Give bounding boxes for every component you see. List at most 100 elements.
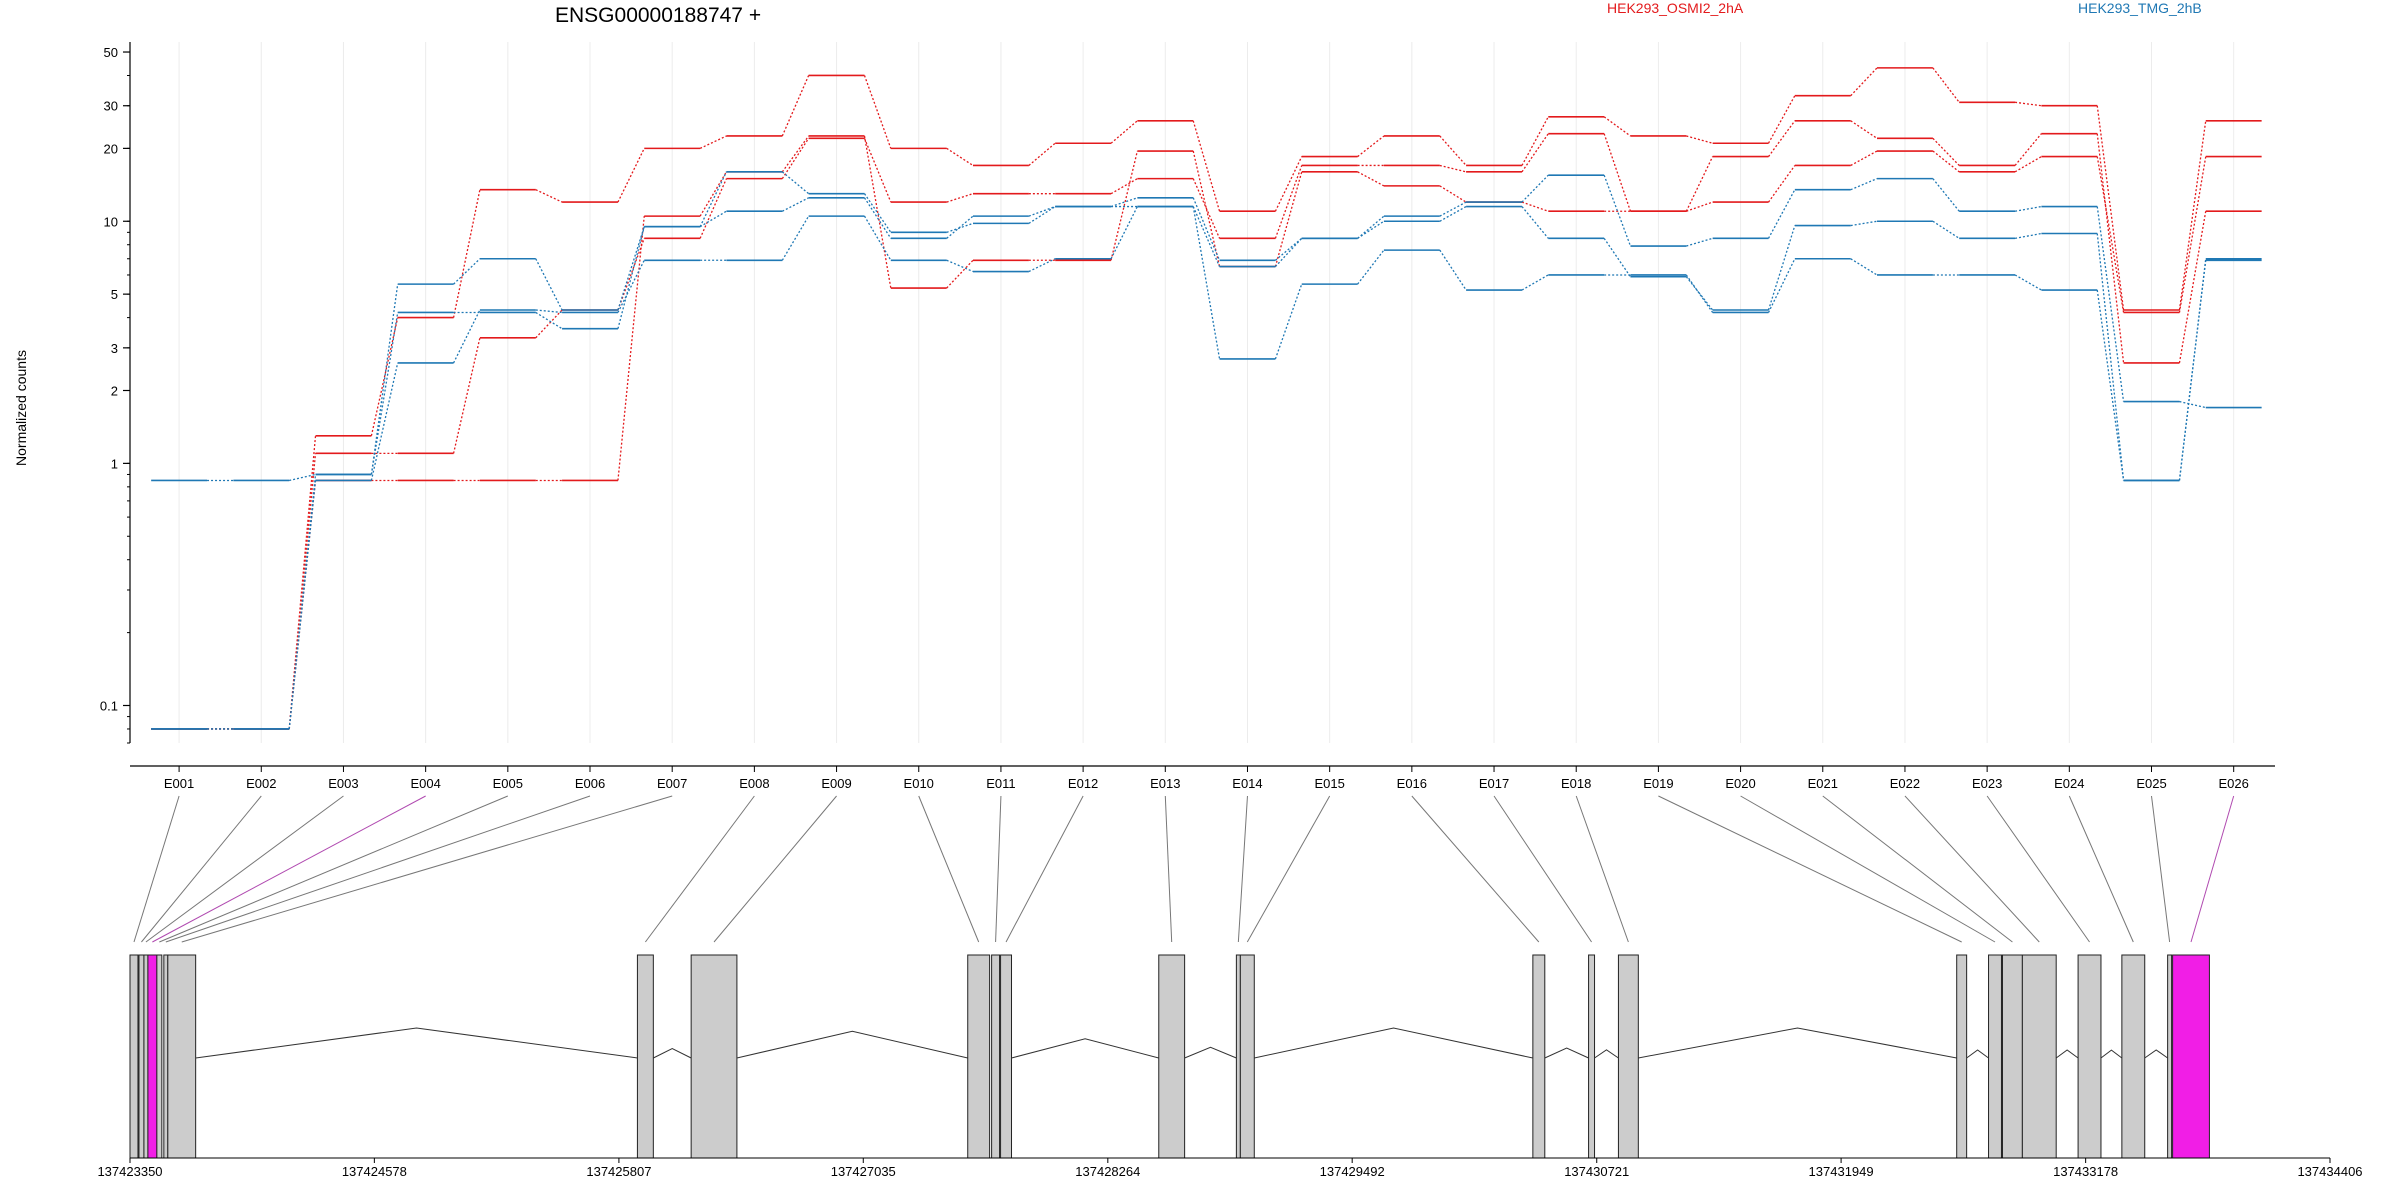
- y-tick-label: 1: [111, 456, 118, 471]
- series-4: [151, 174, 2262, 482]
- x-tick-label: E021: [1808, 776, 1838, 791]
- exon-box: [1532, 954, 1546, 1159]
- series-connector: [1357, 135, 1385, 158]
- exon-box: [1239, 954, 1255, 1159]
- series-connector: [863, 197, 892, 239]
- series-connector: [1850, 178, 1878, 191]
- series-connector: [1850, 150, 1878, 167]
- exon-box: [1956, 954, 1968, 1159]
- exon-connector: [1904, 795, 2040, 943]
- intron-line: [2100, 1049, 2123, 1059]
- exon-box: [2121, 954, 2146, 1159]
- exon-connector: [1411, 795, 1540, 943]
- exon-connector: [1658, 795, 1962, 943]
- exon-box: [2021, 954, 2057, 1159]
- exon-connector: [152, 795, 426, 943]
- series-connector: [781, 137, 810, 179]
- vertical-gridlines: [178, 42, 2235, 743]
- series-connector: [1357, 215, 1385, 239]
- series-connector: [1521, 133, 1549, 173]
- exon-connector: [2068, 795, 2134, 943]
- genomic-tick-label: 137423350: [97, 1164, 162, 1179]
- series-connector: [2014, 274, 2042, 291]
- series-connector: [1110, 178, 1138, 195]
- exon-connector: [141, 795, 262, 943]
- series-connector: [2096, 105, 2125, 311]
- series-connector: [617, 226, 645, 311]
- series-connector: [1110, 206, 1138, 260]
- series-lines: [151, 67, 2262, 730]
- series-connector: [1932, 150, 1960, 173]
- series-connector: [1439, 205, 1467, 222]
- series-connector: [2096, 133, 2125, 363]
- x-tick-label: E001: [164, 776, 194, 791]
- series-connector: [2014, 205, 2042, 212]
- series-connector: [863, 135, 892, 289]
- y-tick-label: 5: [111, 287, 118, 302]
- exon-box: [636, 954, 654, 1159]
- exon-box: [129, 954, 139, 1159]
- series-connector: [946, 259, 974, 289]
- series-connector: [863, 75, 892, 149]
- series-connector: [617, 238, 645, 311]
- series-connector: [1274, 283, 1303, 360]
- series-connector: [288, 480, 317, 730]
- x-tick-label: E004: [410, 776, 440, 791]
- exon-box: [1588, 954, 1596, 1159]
- exon-connector: [133, 795, 180, 943]
- exon-box: [2172, 954, 2210, 1159]
- exon-connector: [1164, 795, 1173, 943]
- series-connector: [1767, 189, 1796, 239]
- series-connector: [1850, 120, 1878, 139]
- series-connector: [1686, 201, 1713, 212]
- exon-box: [147, 954, 158, 1159]
- series-connector: [1685, 156, 1714, 212]
- exon-connector: [713, 795, 837, 943]
- genomic-tick-label: 137430721: [1564, 1164, 1629, 1179]
- x-tick-label: E007: [657, 776, 687, 791]
- series-connector: [1686, 237, 1713, 247]
- series-connector: [946, 147, 974, 167]
- x-tick-label: E016: [1397, 776, 1427, 791]
- series-connector: [1768, 120, 1796, 157]
- series-connector: [1192, 206, 1221, 360]
- exon-box: [1617, 954, 1639, 1159]
- exon-connector: [1740, 795, 1996, 943]
- genomic-tick-label: 137427035: [831, 1164, 896, 1179]
- exon-connector: [181, 795, 673, 943]
- exon-box: [167, 954, 197, 1159]
- series-connector: [1521, 116, 1549, 166]
- genomic-tick-label: 137425807: [586, 1164, 651, 1179]
- series-connector: [1275, 237, 1303, 261]
- series-connector: [946, 193, 974, 203]
- series-connector: [863, 215, 892, 261]
- exon-box: [991, 954, 1001, 1159]
- exon-box: [143, 954, 149, 1159]
- series-connector: [617, 216, 645, 481]
- series-connector: [863, 193, 892, 233]
- intron-line: [1594, 1049, 1619, 1059]
- series-connector: [1685, 276, 1714, 311]
- y-tick-label: 3: [111, 341, 118, 356]
- series-5: [151, 171, 2262, 730]
- series-connector: [946, 259, 974, 273]
- series-connector: [946, 215, 974, 239]
- exon-box: [1235, 954, 1241, 1159]
- intron-line: [195, 1027, 638, 1059]
- intron-line: [1638, 1027, 1957, 1059]
- series-connector: [2096, 233, 2125, 481]
- gene-model: 137423350 137424578 137425807 137427035 1374…: [97, 954, 2363, 1179]
- series-connector: [2014, 156, 2042, 173]
- exon-connector: [918, 795, 980, 943]
- x-tick-label: E002: [246, 776, 276, 791]
- exon-connector: [145, 795, 344, 943]
- series-connector: [1603, 133, 1632, 212]
- series-connector: [699, 171, 727, 217]
- series-connector: [1028, 142, 1056, 166]
- exon-box: [1988, 954, 2002, 1159]
- exon-box: [1000, 954, 1013, 1159]
- x-tick-label: E025: [2136, 776, 2166, 791]
- genomic-tick-label: 137434406: [2297, 1164, 2362, 1179]
- exon-box: [138, 954, 145, 1159]
